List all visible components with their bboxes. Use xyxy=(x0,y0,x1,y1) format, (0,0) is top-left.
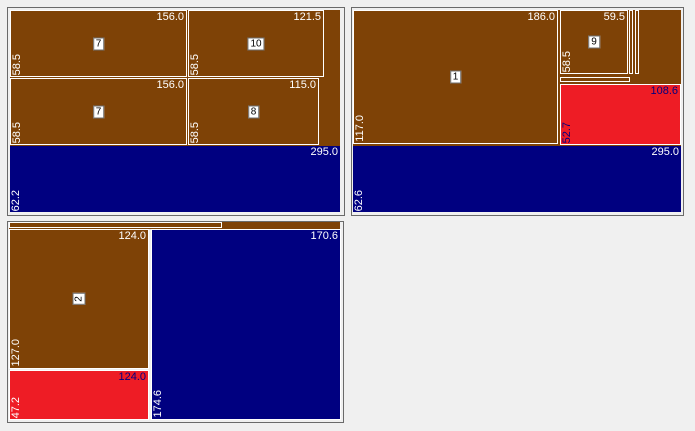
node-sliver-vertical-2[interactable] xyxy=(635,10,639,74)
node-7b[interactable]: 156.0 58.5 7 xyxy=(10,78,187,145)
width-label: 170.6 xyxy=(310,230,338,242)
width-label: 186.0 xyxy=(527,11,555,23)
node-10[interactable]: 121.5 58.5 10 xyxy=(188,10,324,77)
width-label: 59.5 xyxy=(603,11,625,23)
width-label: 124.0 xyxy=(118,371,146,383)
node-sliver-horizontal[interactable] xyxy=(560,77,630,82)
height-label: 47.2 xyxy=(10,396,22,418)
width-label: 156.0 xyxy=(156,11,184,23)
node-red[interactable]: 124.0 47.2 xyxy=(9,370,149,420)
node-navy[interactable]: 170.6 174.6 xyxy=(151,229,341,420)
node-1[interactable]: 186.0 117.0 1 xyxy=(353,10,558,144)
width-label: 295.0 xyxy=(651,146,679,158)
node-9[interactable]: 59.5 58.5 9 xyxy=(560,10,628,74)
height-label: 58.5 xyxy=(189,53,201,75)
treemap-panel-top-left: 156.0 58.5 7 121.5 58.5 10 156.0 58.5 7 115.0 58.5… xyxy=(7,7,345,216)
node-2[interactable]: 124.0 127.0 2 xyxy=(9,229,149,369)
width-label: 115.0 xyxy=(289,79,316,91)
node-id-chip: 10 xyxy=(247,37,265,50)
treemap-panel-bottom-left: 124.0 127.0 2 124.0 47.2 170.6 174.6 xyxy=(7,221,344,423)
height-label: 127.0 xyxy=(10,339,22,367)
height-label: 117.0 xyxy=(354,115,366,142)
node-id-chip: 1 xyxy=(449,70,462,84)
height-label: 58.5 xyxy=(189,121,201,143)
node-red[interactable]: 108.6 52.7 xyxy=(560,84,681,145)
width-label: 295.0 xyxy=(310,146,338,158)
height-label: 58.5 xyxy=(561,50,573,72)
node-id-chip: 7 xyxy=(92,37,105,50)
height-label: 174.6 xyxy=(152,390,164,418)
height-label: 58.5 xyxy=(11,53,23,75)
node-sliver-vertical-1[interactable] xyxy=(629,10,633,74)
width-label: 124.0 xyxy=(118,230,146,242)
height-label: 62.6 xyxy=(353,189,365,211)
node-navy-row[interactable]: 295.0 62.2 xyxy=(10,146,340,212)
treemap-panel-top-right: 186.0 117.0 1 59.5 58.5 9 108.6 52.7 295.0 62.6 xyxy=(351,7,684,216)
node-id-chip: 9 xyxy=(588,35,600,49)
node-strip-sliver[interactable] xyxy=(9,222,222,228)
node-navy-row[interactable]: 295.0 62.6 xyxy=(353,146,681,212)
node-id-chip: 2 xyxy=(72,293,86,305)
width-label: 121.5 xyxy=(293,11,321,23)
width-label: 108.6 xyxy=(650,85,678,97)
node-8[interactable]: 115.0 58.5 8 xyxy=(188,78,319,145)
node-7a[interactable]: 156.0 58.5 7 xyxy=(10,10,187,77)
height-label: 62.2 xyxy=(10,189,22,211)
height-label: 52.7 xyxy=(561,121,573,143)
height-label: 58.5 xyxy=(11,121,23,143)
width-label: 156.0 xyxy=(156,79,184,91)
node-id-chip: 7 xyxy=(92,105,105,118)
node-id-chip: 8 xyxy=(247,105,260,118)
